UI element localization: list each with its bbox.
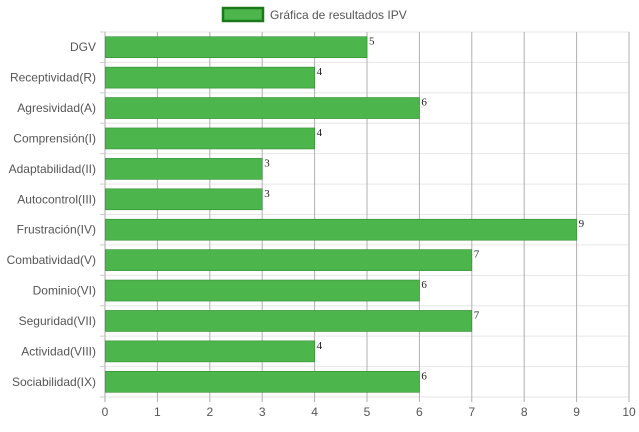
- category-label: Combatividad(V): [7, 253, 96, 267]
- value-label: 4: [317, 127, 323, 139]
- bar[interactable]: [105, 158, 263, 180]
- category-label: Autocontrol(III): [17, 192, 96, 206]
- grid-layer: [100, 31, 630, 402]
- category-label: Adaptabilidad(II): [9, 162, 96, 176]
- bar[interactable]: [105, 279, 420, 302]
- bar[interactable]: [105, 370, 420, 393]
- bar[interactable]: [105, 218, 577, 241]
- x-tick-label: 0: [102, 405, 109, 419]
- bar[interactable]: [105, 66, 315, 89]
- value-label: 7: [474, 249, 480, 261]
- category-label: Comprensión(I): [13, 131, 96, 145]
- category-label: Frustración(IV): [17, 223, 96, 237]
- x-tick-label: 5: [364, 405, 371, 419]
- x-tick-label: 8: [521, 405, 528, 419]
- bar[interactable]: [105, 97, 420, 119]
- bar[interactable]: [105, 310, 473, 332]
- value-label: 6: [421, 279, 427, 291]
- label-layer: 0 1 2 3 4 5 6 7 8 9 10 DGV 5 Receptividad(R) 4 Agresivi…: [7, 36, 636, 419]
- category-label: Sociabilidad(IX): [12, 375, 96, 389]
- bar[interactable]: [105, 340, 315, 363]
- category-label: Dominio(VI): [33, 284, 96, 298]
- x-tick-label: 1: [154, 405, 161, 419]
- value-label: 9: [579, 218, 585, 230]
- value-label: 6: [421, 370, 427, 382]
- bar[interactable]: [105, 127, 315, 150]
- legend-label[interactable]: Gráfica de resultados IPV: [270, 8, 407, 22]
- x-tick-label: 2: [206, 405, 213, 419]
- category-label: Seguridad(VII): [19, 314, 96, 328]
- category-label: Agresividad(A): [17, 101, 96, 115]
- bar-layer: [105, 36, 577, 393]
- legend[interactable]: Gráfica de resultados IPV: [221, 6, 407, 23]
- category-label: DGV: [70, 40, 96, 54]
- bar[interactable]: [105, 249, 473, 271]
- x-tick-label: 10: [622, 405, 636, 419]
- value-label: 3: [264, 188, 270, 200]
- value-label: 4: [317, 340, 323, 352]
- category-label: Actividad(VIII): [21, 344, 96, 358]
- x-tick-label: 9: [573, 405, 580, 419]
- legend-swatch[interactable]: [221, 6, 265, 23]
- value-label: 5: [369, 36, 375, 48]
- value-label: 4: [317, 66, 323, 78]
- value-label: 3: [264, 157, 270, 169]
- bar[interactable]: [105, 36, 368, 59]
- x-tick-label: 7: [468, 405, 475, 419]
- category-label: Receptividad(R): [10, 71, 96, 85]
- x-tick-label: 6: [416, 405, 423, 419]
- value-label: 7: [474, 309, 480, 321]
- value-label: 6: [421, 97, 427, 109]
- x-tick-label: 4: [311, 405, 318, 419]
- x-tick-label: 3: [259, 405, 266, 419]
- bar[interactable]: [105, 188, 263, 211]
